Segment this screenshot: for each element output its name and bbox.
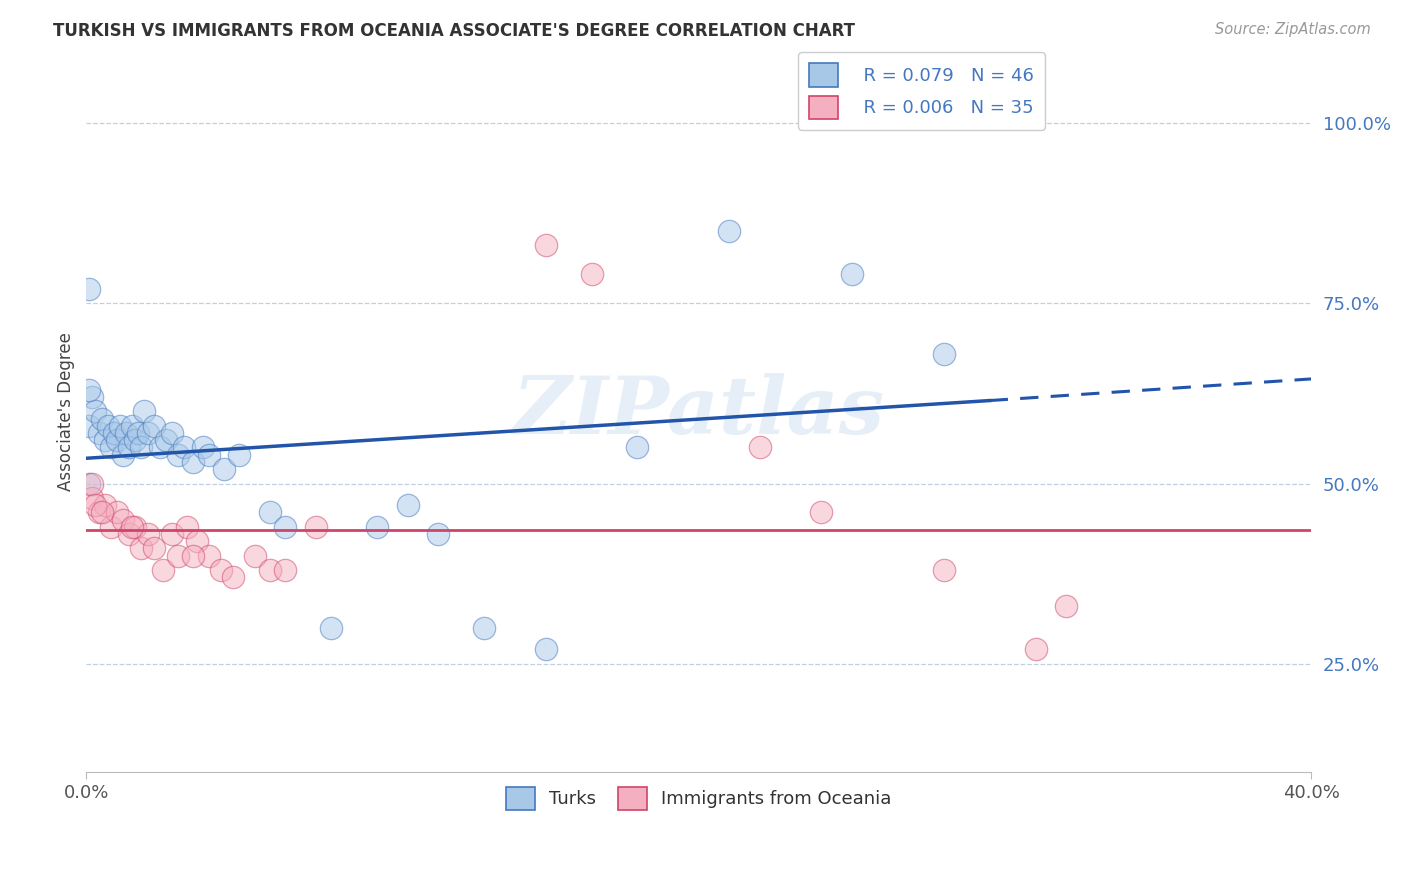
Point <box>142 541 165 556</box>
Point <box>243 549 266 563</box>
Legend: Turks, Immigrants from Oceania: Turks, Immigrants from Oceania <box>499 780 898 817</box>
Point <box>366 520 388 534</box>
Point <box>155 434 177 448</box>
Point <box>274 520 297 534</box>
Point <box>79 383 101 397</box>
Point <box>167 549 190 563</box>
Point <box>87 505 110 519</box>
Point <box>105 434 128 448</box>
Point <box>84 498 107 512</box>
Point <box>82 476 104 491</box>
Point <box>718 224 741 238</box>
Point <box>112 512 135 526</box>
Point <box>149 441 172 455</box>
Point <box>212 462 235 476</box>
Point <box>79 282 101 296</box>
Point <box>100 441 122 455</box>
Point <box>115 425 138 440</box>
Point <box>534 238 557 252</box>
Point <box>100 520 122 534</box>
Text: TURKISH VS IMMIGRANTS FROM OCEANIA ASSOCIATE'S DEGREE CORRELATION CHART: TURKISH VS IMMIGRANTS FROM OCEANIA ASSOC… <box>53 22 855 40</box>
Point <box>84 404 107 418</box>
Point <box>274 563 297 577</box>
Point <box>474 621 496 635</box>
Point <box>160 527 183 541</box>
Point <box>626 441 648 455</box>
Point <box>160 425 183 440</box>
Point <box>93 434 115 448</box>
Point <box>305 520 328 534</box>
Point <box>1054 599 1077 614</box>
Point <box>87 425 110 440</box>
Point <box>197 448 219 462</box>
Point <box>197 549 219 563</box>
Point <box>259 505 281 519</box>
Point <box>142 418 165 433</box>
Point <box>118 441 141 455</box>
Point <box>427 527 450 541</box>
Point <box>97 418 120 433</box>
Point <box>534 642 557 657</box>
Point <box>79 476 101 491</box>
Point <box>93 498 115 512</box>
Point <box>1025 642 1047 657</box>
Point <box>222 570 245 584</box>
Point <box>82 390 104 404</box>
Point <box>103 425 125 440</box>
Y-axis label: Associate's Degree: Associate's Degree <box>58 332 75 491</box>
Point <box>121 520 143 534</box>
Point <box>173 441 195 455</box>
Point <box>105 505 128 519</box>
Point <box>90 411 112 425</box>
Point <box>183 549 205 563</box>
Point <box>810 505 832 519</box>
Point <box>121 418 143 433</box>
Point <box>127 425 149 440</box>
Point <box>152 563 174 577</box>
Point <box>79 418 101 433</box>
Point <box>82 491 104 505</box>
Point <box>932 563 955 577</box>
Point <box>118 527 141 541</box>
Point <box>396 498 419 512</box>
Point <box>90 505 112 519</box>
Point <box>191 441 214 455</box>
Point <box>749 441 772 455</box>
Point <box>176 520 198 534</box>
Text: Source: ZipAtlas.com: Source: ZipAtlas.com <box>1215 22 1371 37</box>
Point <box>186 534 208 549</box>
Point <box>131 541 153 556</box>
Text: ZIPatlas: ZIPatlas <box>513 373 884 450</box>
Point <box>131 441 153 455</box>
Point <box>259 563 281 577</box>
Point <box>124 520 146 534</box>
Point <box>321 621 343 635</box>
Point <box>124 434 146 448</box>
Point <box>108 418 131 433</box>
Point <box>112 448 135 462</box>
Point <box>932 346 955 360</box>
Point <box>134 404 156 418</box>
Point <box>581 268 603 282</box>
Point <box>209 563 232 577</box>
Point <box>841 268 863 282</box>
Point <box>136 425 159 440</box>
Point <box>167 448 190 462</box>
Point <box>136 527 159 541</box>
Point <box>183 455 205 469</box>
Point <box>228 448 250 462</box>
